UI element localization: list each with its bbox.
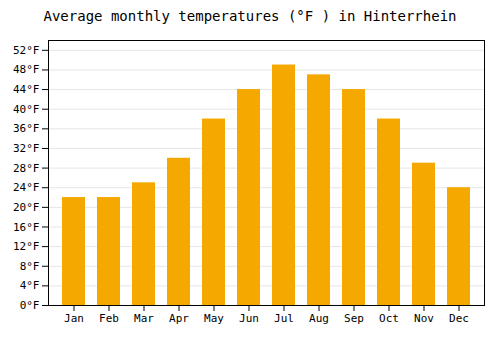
svg-text:Jul: Jul [274, 312, 294, 325]
svg-text:44°F: 44°F [13, 83, 40, 96]
svg-text:48°F: 48°F [13, 63, 40, 76]
svg-text:32°F: 32°F [13, 142, 40, 155]
svg-text:Apr: Apr [169, 312, 189, 325]
svg-text:May: May [204, 312, 224, 325]
svg-text:Jun: Jun [239, 312, 259, 325]
svg-text:Nov: Nov [414, 312, 434, 325]
svg-text:8°F: 8°F [20, 260, 40, 273]
svg-text:16°F: 16°F [13, 221, 40, 234]
svg-text:Dec: Dec [449, 312, 469, 325]
svg-text:12°F: 12°F [13, 240, 40, 253]
svg-text:28°F: 28°F [13, 162, 40, 175]
svg-text:Feb: Feb [99, 312, 119, 325]
svg-text:40°F: 40°F [13, 103, 40, 116]
html-text:Average monthly temperatures (: Average monthly temperatures (°F ) in Hi… [43, 8, 457, 24]
svg-text:Aug: Aug [309, 312, 329, 325]
svg-text:52°F: 52°F [13, 44, 40, 57]
svg-text:Jan: Jan [64, 312, 84, 325]
svg-text:Sep: Sep [344, 312, 364, 325]
svg-text:20°F: 20°F [13, 201, 40, 214]
svg-text:Oct: Oct [379, 312, 399, 325]
svg-text:24°F: 24°F [13, 181, 40, 194]
svg-text:4°F: 4°F [20, 279, 40, 292]
svg-text:Mar: Mar [134, 312, 154, 325]
svg-text:36°F: 36°F [13, 122, 40, 135]
svg-text:0°F: 0°F [20, 299, 40, 312]
